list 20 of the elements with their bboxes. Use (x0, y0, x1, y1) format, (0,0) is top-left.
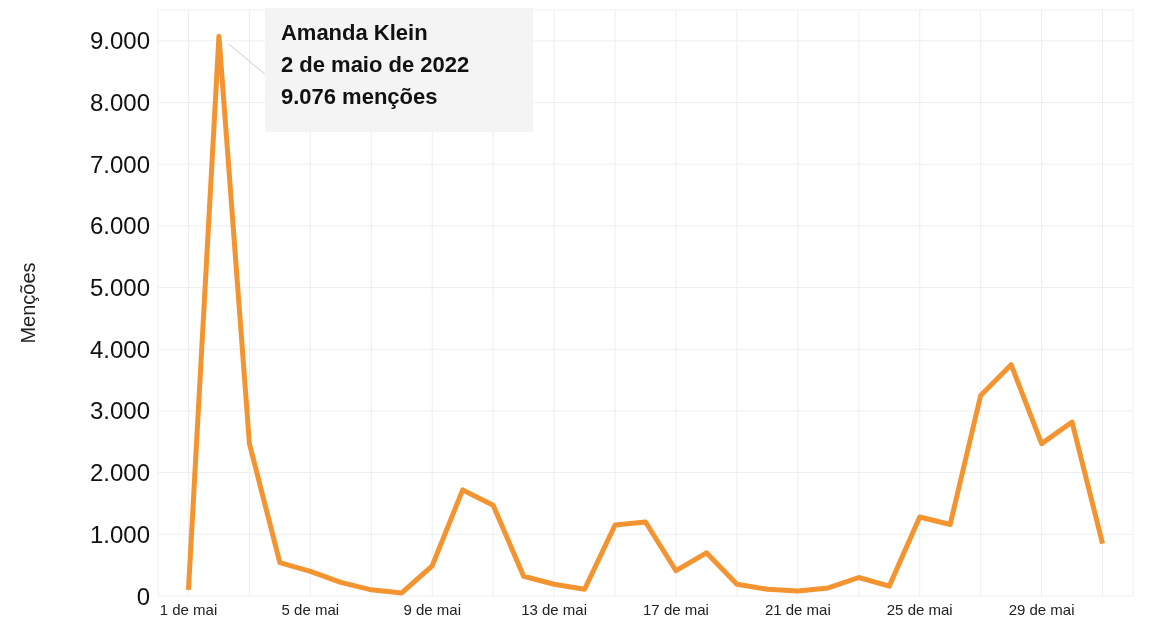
y-axis-title: Menções (17, 262, 40, 344)
y-tick-label: 7.000 (89, 150, 150, 178)
y-tick-label: 2.000 (89, 459, 150, 487)
x-tick-label: 1 de mai (159, 600, 218, 618)
y-tick-label: 3.000 (89, 397, 150, 425)
x-tick-label: 25 de mai (886, 600, 953, 618)
y-tick-label: 6.000 (89, 212, 150, 240)
annotation: Amanda Klein 2 de maio de 2022 9.076 menções (280, 20, 470, 110)
x-tick-label: 5 de mai (281, 600, 340, 618)
y-tick-label: 8.000 (89, 89, 150, 117)
y-tick-label: 5.000 (89, 274, 150, 302)
x-tick-label: 17 de mai (643, 600, 709, 618)
x-tick-label: 13 de mai (521, 600, 588, 618)
y-tick-label: 1.000 (89, 520, 150, 548)
y-tick-label: 0 (136, 582, 150, 610)
x-tick-label: 9 de mai (403, 600, 461, 618)
y-tick-label: 9.000 (89, 27, 150, 55)
y-tick-label: 4.000 (89, 335, 150, 363)
x-tick-label: 21 de mai (764, 600, 831, 618)
x-tick-label: 29 de mai (1008, 600, 1075, 618)
